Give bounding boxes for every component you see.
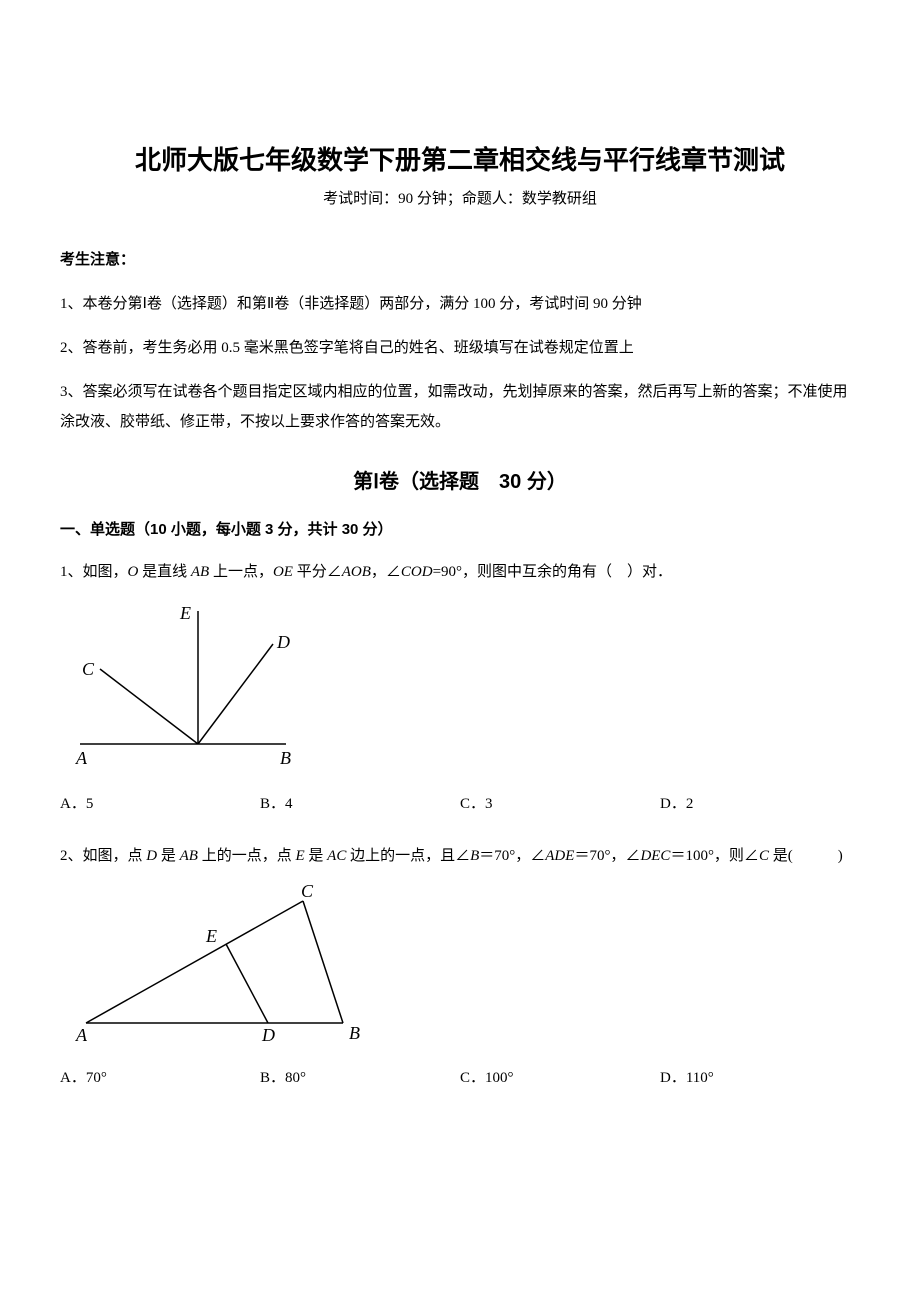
svg-text:A: A (75, 748, 88, 768)
q1-option-d: D．2 (660, 792, 860, 813)
svg-text:E: E (179, 603, 191, 623)
svg-text:C: C (82, 659, 95, 679)
q2-option-d: D．110° (660, 1066, 860, 1087)
notice-item: 3、答案必须写在试卷各个题目指定区域内相应的位置，如需改动，先划掉原来的答案，然… (60, 377, 860, 437)
notice-heading: 考生注意： (60, 248, 860, 269)
q2-option-b: B．80° (260, 1066, 460, 1087)
svg-text:B: B (349, 1023, 360, 1043)
page-subtitle: 考试时间：90 分钟；命题人：数学教研组 (60, 187, 860, 208)
q2-figure: A B D C E (68, 883, 860, 1048)
q1-svg: A B E D C (68, 599, 298, 769)
svg-text:D: D (276, 632, 290, 652)
q1-option-a: A．5 (60, 792, 260, 813)
notice-item: 1、本卷分第Ⅰ卷（选择题）和第Ⅱ卷（非选择题）两部分，满分 100 分，考试时间… (60, 289, 860, 319)
question-2: 2、如图，点 D 是 AB 上的一点，点 E 是 AC 边上的一点，且∠B＝70… (60, 841, 860, 871)
svg-text:C: C (301, 883, 314, 901)
q1-option-c: C．3 (460, 792, 660, 813)
notice-item: 2、答卷前，考生务必用 0.5 毫米黑色签字笔将自己的姓名、班级填写在试卷规定位… (60, 333, 860, 363)
page-title: 北师大版七年级数学下册第二章相交线与平行线章节测试 (60, 140, 860, 177)
group-heading: 一、单选题（10 小题，每小题 3 分，共计 30 分） (60, 518, 860, 539)
q2-body: D 是 AB 上的一点，点 E 是 AC 边上的一点，且∠B＝70°，∠ADE＝… (146, 848, 842, 864)
q1-body: O 是直线 AB 上一点，OE 平分∠AOB，∠COD=90°，则图中互余的角有… (128, 564, 673, 580)
q2-options: A．70° B．80° C．100° D．110° (60, 1066, 860, 1087)
svg-text:B: B (280, 748, 291, 768)
q2-svg: A B D C E (68, 883, 378, 1043)
svg-text:E: E (205, 926, 217, 946)
svg-text:A: A (75, 1025, 88, 1043)
q2-option-a: A．70° (60, 1066, 260, 1087)
q2-option-c: C．100° (460, 1066, 660, 1087)
q1-figure: A B E D C (68, 599, 860, 774)
q2-prefix: 2、如图，点 (60, 848, 146, 864)
q1-prefix: 1、如图， (60, 564, 128, 580)
section-heading: 第Ⅰ卷（选择题 30 分） (60, 465, 860, 494)
q1-options: A．5 B．4 C．3 D．2 (60, 792, 860, 813)
question-1: 1、如图，O 是直线 AB 上一点，OE 平分∠AOB，∠COD=90°，则图中… (60, 557, 860, 587)
svg-text:D: D (261, 1025, 275, 1043)
exam-page: 北师大版七年级数学下册第二章相交线与平行线章节测试 考试时间：90 分钟；命题人… (0, 0, 920, 1302)
q1-option-b: B．4 (260, 792, 460, 813)
